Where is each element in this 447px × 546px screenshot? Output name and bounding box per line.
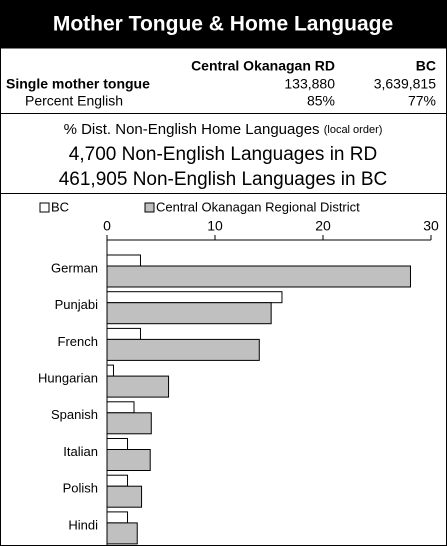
- x-tick-label: 30: [423, 218, 439, 234]
- bar: [106, 338, 260, 361]
- row-label: Percent English: [25, 93, 123, 109]
- bar: [106, 375, 170, 398]
- column-header: BC: [416, 58, 436, 74]
- header-bar: [0, 0, 447, 48]
- y-tick-label: Polish: [63, 481, 98, 496]
- bar: [106, 401, 135, 414]
- bar: [106, 291, 283, 304]
- x-tick-label: 20: [315, 218, 331, 234]
- table-cell: 133,880: [284, 76, 335, 92]
- legend-swatch: [144, 202, 155, 213]
- header-title: Mother Tongue & Home Language: [53, 13, 393, 36]
- y-tick-label: French: [58, 334, 98, 349]
- x-tick-label: 10: [207, 218, 223, 234]
- y-tick-label: German: [51, 260, 98, 275]
- legend-swatch: [39, 202, 50, 213]
- y-tick-label: Hungarian: [38, 371, 98, 386]
- column-header: Central Okanagan RD: [191, 58, 335, 74]
- x-tick-label: 0: [103, 218, 111, 234]
- bar: [106, 511, 129, 524]
- bar: [106, 485, 143, 508]
- bar: [106, 254, 141, 267]
- bar: [106, 364, 114, 377]
- chart-title-line: % Dist. Non-English Home Languages (loca…: [64, 121, 383, 138]
- y-tick-label: Punjabi: [55, 297, 98, 312]
- bar: [106, 474, 129, 487]
- bar: [106, 302, 272, 325]
- bar: [106, 438, 129, 450]
- annotation: 4,700 Non-English Languages in RD: [69, 144, 377, 165]
- y-tick-label: Spanish: [51, 407, 98, 422]
- chart-title: % Dist. Non-English Home Languages: [64, 121, 320, 138]
- bar: [106, 265, 411, 288]
- legend-label: BC: [51, 199, 69, 214]
- table-cell: 77%: [408, 93, 436, 109]
- bar: [106, 449, 151, 471]
- row-label: Single mother tongue: [6, 76, 150, 92]
- bar: [106, 412, 152, 435]
- y-tick-label: Italian: [63, 444, 98, 459]
- annotation: 461,905 Non-English Languages in BC: [59, 169, 388, 190]
- bar: [106, 327, 141, 340]
- table-cell: 3,639,815: [374, 76, 436, 92]
- legend-label: Central Okanagan Regional District: [156, 199, 360, 214]
- y-tick-label: Hindi: [68, 517, 98, 532]
- chart-subtitle: (local order): [324, 124, 383, 136]
- bar: [106, 522, 138, 545]
- table-cell: 85%: [307, 93, 335, 109]
